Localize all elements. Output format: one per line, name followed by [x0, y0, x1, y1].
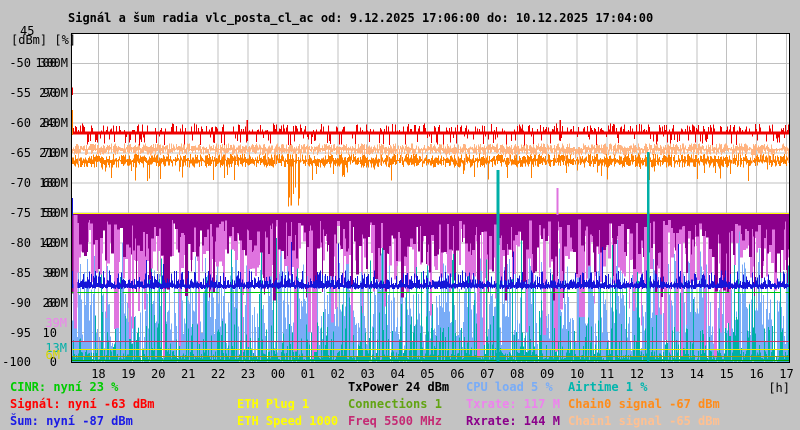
y-axis-label: -85 30 90M [9, 265, 68, 280]
x-axis-label: 08 [510, 367, 525, 381]
x-axis-label: 07 [480, 367, 495, 381]
legend-eth-speed: ETH Speed 1000 [237, 414, 339, 428]
x-axis-label: 09 [539, 367, 555, 381]
legend-connections: Connections 1 [348, 397, 442, 411]
x-axis-label: 22 [210, 367, 226, 381]
x-axis-label: 02 [330, 367, 345, 381]
page-title: Signál a šum radia vlc_posta_cl_ac od: 9… [68, 11, 654, 25]
y-axis-label: -90 20 60M [9, 295, 68, 310]
x-axis-label: 23 [240, 367, 256, 381]
legend-airtime: Airtime 1 % [568, 380, 648, 394]
y-axis-label: -95 10 [9, 325, 57, 340]
y-axis-label: -50 100 300M [9, 56, 68, 71]
x-axis-label: 14 [689, 367, 704, 381]
y-axis-marker-39M: 39M [45, 315, 67, 330]
legend-eth-plug: ETH Plug 1 [237, 397, 310, 411]
x-axis-label: 19 [121, 367, 136, 381]
x-axis-label: 05 [420, 367, 435, 381]
legend-txpower: TxPower 24 dBm [348, 380, 450, 394]
legend-cinr: CINR: nyní 23 % [10, 380, 119, 394]
legend-cpu-load: CPU load 5 % [466, 380, 553, 394]
x-axis-label: 11 [599, 367, 615, 381]
x-axis-unit-label: [h] [768, 381, 790, 395]
y-axis-label: -65 70 210M [9, 146, 68, 161]
legend-chain0: Chain0 signal -67 dBm [568, 397, 720, 411]
x-axis-label: 12 [629, 367, 645, 381]
x-axis-label: 06 [450, 367, 465, 381]
x-axis-label: 10 [569, 367, 585, 381]
y-axis-label: -55 90 270M [9, 86, 68, 101]
x-axis-label: 04 [390, 367, 405, 381]
legend-freq: Freq 5500 MHz [348, 414, 442, 428]
x-axis-label: 21 [180, 367, 196, 381]
y-axis-label: -60 80 240M [9, 116, 68, 131]
legend-rxrate: Rxrate: 144 M [466, 414, 560, 428]
x-axis-label: 20 [151, 367, 166, 381]
x-axis-label: 16 [749, 367, 764, 381]
y-axis-label: -100 0 [2, 355, 57, 370]
x-axis-label: 13 [659, 367, 675, 381]
x-axis-label: 17 [779, 367, 794, 381]
y-axis-label: -80 40 120M [9, 235, 68, 250]
legend-noise: Šum: nyní -87 dBm [10, 414, 133, 428]
x-axis-label: 18 [91, 367, 106, 381]
y-axis-top-value: 45 [20, 24, 35, 38]
y-axis-marker-6M: 6M [45, 348, 60, 363]
y-axis-label: -75 50 150M [9, 205, 68, 220]
x-axis-label: 00 [270, 367, 286, 381]
y-axis-label: -70 60 180M [9, 175, 68, 190]
legend-signal: Signál: nyní -63 dBm [10, 397, 155, 411]
y-axis-marker-13M: 13M [45, 341, 67, 356]
y-axis-unit-label: [dBm] [%] [11, 33, 77, 47]
x-axis-label: 01 [300, 367, 316, 381]
x-axis-label: 03 [360, 367, 375, 381]
x-axis-label: 15 [719, 367, 734, 381]
legend-chain1: Chain1 signal -65 dBm [568, 414, 720, 428]
legend-txrate: Txrate: 117 M [466, 397, 560, 411]
